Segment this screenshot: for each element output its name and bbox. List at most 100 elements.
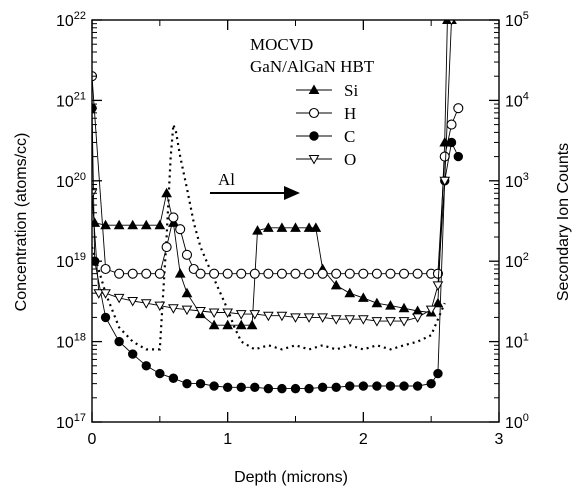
series-si-point xyxy=(252,225,263,235)
series-c-point xyxy=(195,378,206,389)
series-si-point xyxy=(100,219,111,230)
series-c-point xyxy=(250,382,260,393)
series-si-point xyxy=(140,219,152,230)
series-si-point xyxy=(161,187,172,198)
x-tick-label: 0 xyxy=(88,431,97,448)
series-o-point xyxy=(276,311,288,322)
series-c-point xyxy=(412,381,423,391)
series-h-line xyxy=(92,76,459,275)
series-o-point xyxy=(168,304,179,314)
series-c-point xyxy=(114,336,124,347)
series-c-point xyxy=(209,381,219,391)
series-si-point xyxy=(113,219,125,230)
y-tick-label: 1018 xyxy=(56,332,86,352)
series-si-point xyxy=(263,222,274,232)
series-si-point xyxy=(432,297,444,308)
series-si-point xyxy=(127,219,139,230)
series-si-point xyxy=(276,222,288,232)
series-h-point xyxy=(222,268,233,279)
series-h-point xyxy=(209,268,220,279)
series-o-point xyxy=(425,305,437,316)
series-c-point xyxy=(182,378,192,389)
y-tick-label: 1019 xyxy=(56,251,86,271)
series-si-point xyxy=(235,319,247,330)
y2-tick-label: 104 xyxy=(505,90,529,110)
series-c-point xyxy=(304,383,314,394)
series-o-point xyxy=(222,308,234,319)
series-c-point xyxy=(331,382,341,393)
series-h-point xyxy=(276,268,287,279)
y2-tick-label: 100 xyxy=(505,412,529,432)
series-h-point xyxy=(154,268,165,279)
legend-o-label: O xyxy=(344,150,356,169)
series-o-point xyxy=(181,305,193,316)
y2-tick-label: 105 xyxy=(505,10,529,30)
series-h-point xyxy=(439,151,450,162)
series-c-point xyxy=(155,368,165,379)
annotation-structure: GaN/AlGaN HBT xyxy=(250,57,375,76)
series-h-point xyxy=(446,119,457,130)
series-si-point xyxy=(357,292,369,302)
series-si-point xyxy=(181,287,193,298)
series-o-point xyxy=(432,281,444,291)
series-o-point xyxy=(303,313,315,323)
series-secondary-ion-line xyxy=(92,124,446,351)
y-tick-label: 1022 xyxy=(56,10,86,30)
annotation-mocvd: MOCVD xyxy=(250,35,313,54)
legend-c-label: C xyxy=(344,127,355,146)
series-h-point xyxy=(453,103,464,114)
series-o-point xyxy=(330,315,342,325)
legend-h-marker xyxy=(308,107,320,119)
x-tick-label: 3 xyxy=(495,431,504,448)
series-o-point xyxy=(371,317,383,327)
series-c-point xyxy=(222,382,233,393)
series-o-point xyxy=(357,315,369,325)
series-o-point xyxy=(195,307,206,317)
y2-tick-label: 101 xyxy=(505,332,529,352)
series-o-point xyxy=(208,308,220,319)
legend-o-marker xyxy=(308,155,320,165)
plot-area xyxy=(92,20,464,394)
al-arrow xyxy=(210,186,300,200)
series-h-point xyxy=(249,268,260,279)
series-c-point xyxy=(128,349,138,359)
series-h-point xyxy=(175,224,186,235)
series-o-point xyxy=(398,317,410,327)
legend-item-c: C xyxy=(296,127,355,146)
series-si-point xyxy=(330,279,342,290)
series-o-point xyxy=(249,310,261,320)
legend-item-o: O xyxy=(296,150,356,169)
series-h-point xyxy=(161,241,172,253)
series-h-point xyxy=(290,268,301,279)
y2-axis-title: Secondary Ion Counts xyxy=(555,143,572,301)
legend: Si HCO xyxy=(296,81,358,169)
series-c-point xyxy=(100,312,111,323)
y-tick-label: 1020 xyxy=(56,171,86,191)
series-o-point xyxy=(317,313,328,323)
series-o-point xyxy=(235,310,247,320)
legend-item-si: Si xyxy=(296,81,358,100)
series-c-point xyxy=(317,382,328,393)
series-o-point xyxy=(113,293,125,304)
series-o-point xyxy=(140,299,152,309)
series-c-point xyxy=(290,383,301,394)
series-o-point xyxy=(344,315,356,325)
series-si-point xyxy=(290,222,301,232)
series-h-point xyxy=(141,268,152,279)
series-c-point xyxy=(168,373,179,383)
series-si-point xyxy=(398,302,410,313)
series-c-point xyxy=(236,382,246,393)
series-o-point xyxy=(385,317,396,327)
series-o-point xyxy=(412,313,423,323)
series-h-point xyxy=(331,268,342,279)
series-si-point xyxy=(174,268,186,278)
series-o-point xyxy=(439,176,451,187)
y-axis-title: Concentration (atoms/cc) xyxy=(13,133,30,312)
series-h-point xyxy=(100,263,111,275)
series-h-point xyxy=(263,268,274,279)
series-h-point xyxy=(385,268,396,279)
series-si-point xyxy=(344,287,356,298)
series-h-point xyxy=(181,249,193,260)
series-si-point xyxy=(303,222,315,232)
x-tick-label: 2 xyxy=(359,431,368,448)
